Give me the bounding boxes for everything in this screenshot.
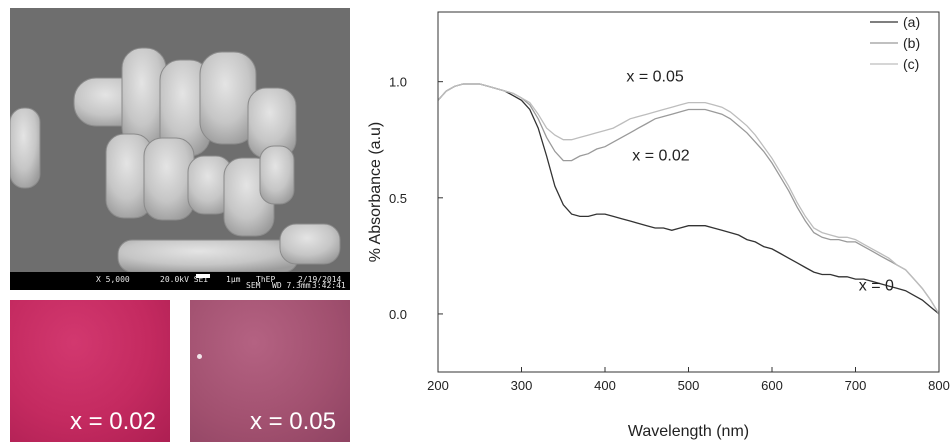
legend: (a) (b) (c) bbox=[870, 14, 920, 72]
series-line-3 bbox=[437, 83, 940, 315]
sem-particles bbox=[10, 8, 350, 273]
sample-photo-002: x = 0.02 bbox=[10, 300, 170, 442]
x-tick-label: 200 bbox=[427, 378, 449, 393]
curve-annotations: x = 0.05 x = 0.02 x = 0 bbox=[626, 69, 894, 295]
sem-voltage: 20.0kV SEI bbox=[160, 275, 209, 284]
sem-micrograph: X 5,000 20.0kV SEI 1μm ThEP SEM WD 7.3mm… bbox=[10, 8, 350, 290]
legend-label: (b) bbox=[903, 35, 920, 51]
series-lines bbox=[437, 83, 940, 315]
sem-scale-bar bbox=[196, 274, 210, 278]
y-axis-title: % Absorbance (a.u) bbox=[367, 122, 384, 263]
sem-magnification: X 5,000 bbox=[96, 275, 130, 284]
x-tick-label: 600 bbox=[761, 378, 783, 393]
curve-annotation-1: x = 0.05 bbox=[626, 69, 683, 86]
series-line-1 bbox=[437, 83, 940, 315]
sem-institute: ThEP bbox=[256, 275, 276, 284]
sem-working-distance: WD 7.3mm bbox=[272, 281, 311, 290]
legend-label: (a) bbox=[903, 14, 920, 30]
x-axis-title: Wavelength (nm) bbox=[628, 423, 749, 440]
curve-annotation-2: x = 0.02 bbox=[632, 148, 689, 165]
x-tick-label: 300 bbox=[511, 378, 533, 393]
y-tick-label: 0.0 bbox=[389, 307, 407, 322]
x-tick-label: 700 bbox=[845, 378, 867, 393]
sample-photo-005: x = 0.05 bbox=[190, 300, 350, 442]
y-tick-label: 1.0 bbox=[389, 75, 407, 90]
sem-time: 3:42:41 bbox=[312, 281, 346, 290]
photo-speck bbox=[197, 354, 202, 359]
y-tick-label: 0.5 bbox=[389, 191, 407, 206]
legend-label: (c) bbox=[903, 56, 919, 72]
x-tick-label: 800 bbox=[928, 378, 950, 393]
sem-scale: 1μm bbox=[226, 275, 241, 284]
sample-label: x = 0.02 bbox=[69, 408, 156, 435]
sem-info-bar: X 5,000 20.0kV SEI 1μm ThEP SEM WD 7.3mm… bbox=[10, 272, 350, 290]
plot-frame bbox=[437, 11, 940, 373]
curve-annotation-3: x = 0 bbox=[859, 278, 894, 295]
axis-ticks: 200 300 400 500 600 700 800 0.0 0.5 1.0 bbox=[389, 75, 950, 393]
x-tick-label: 500 bbox=[678, 378, 700, 393]
x-tick-label: 400 bbox=[594, 378, 616, 393]
sem-mode: SEM bbox=[246, 281, 261, 290]
sample-label: x = 0.05 bbox=[249, 408, 336, 435]
absorbance-chart: 200 300 400 500 600 700 800 0.0 0.5 1.0 Wavelengt… bbox=[367, 11, 950, 440]
sem-date: 2/19/2014 bbox=[298, 275, 342, 284]
